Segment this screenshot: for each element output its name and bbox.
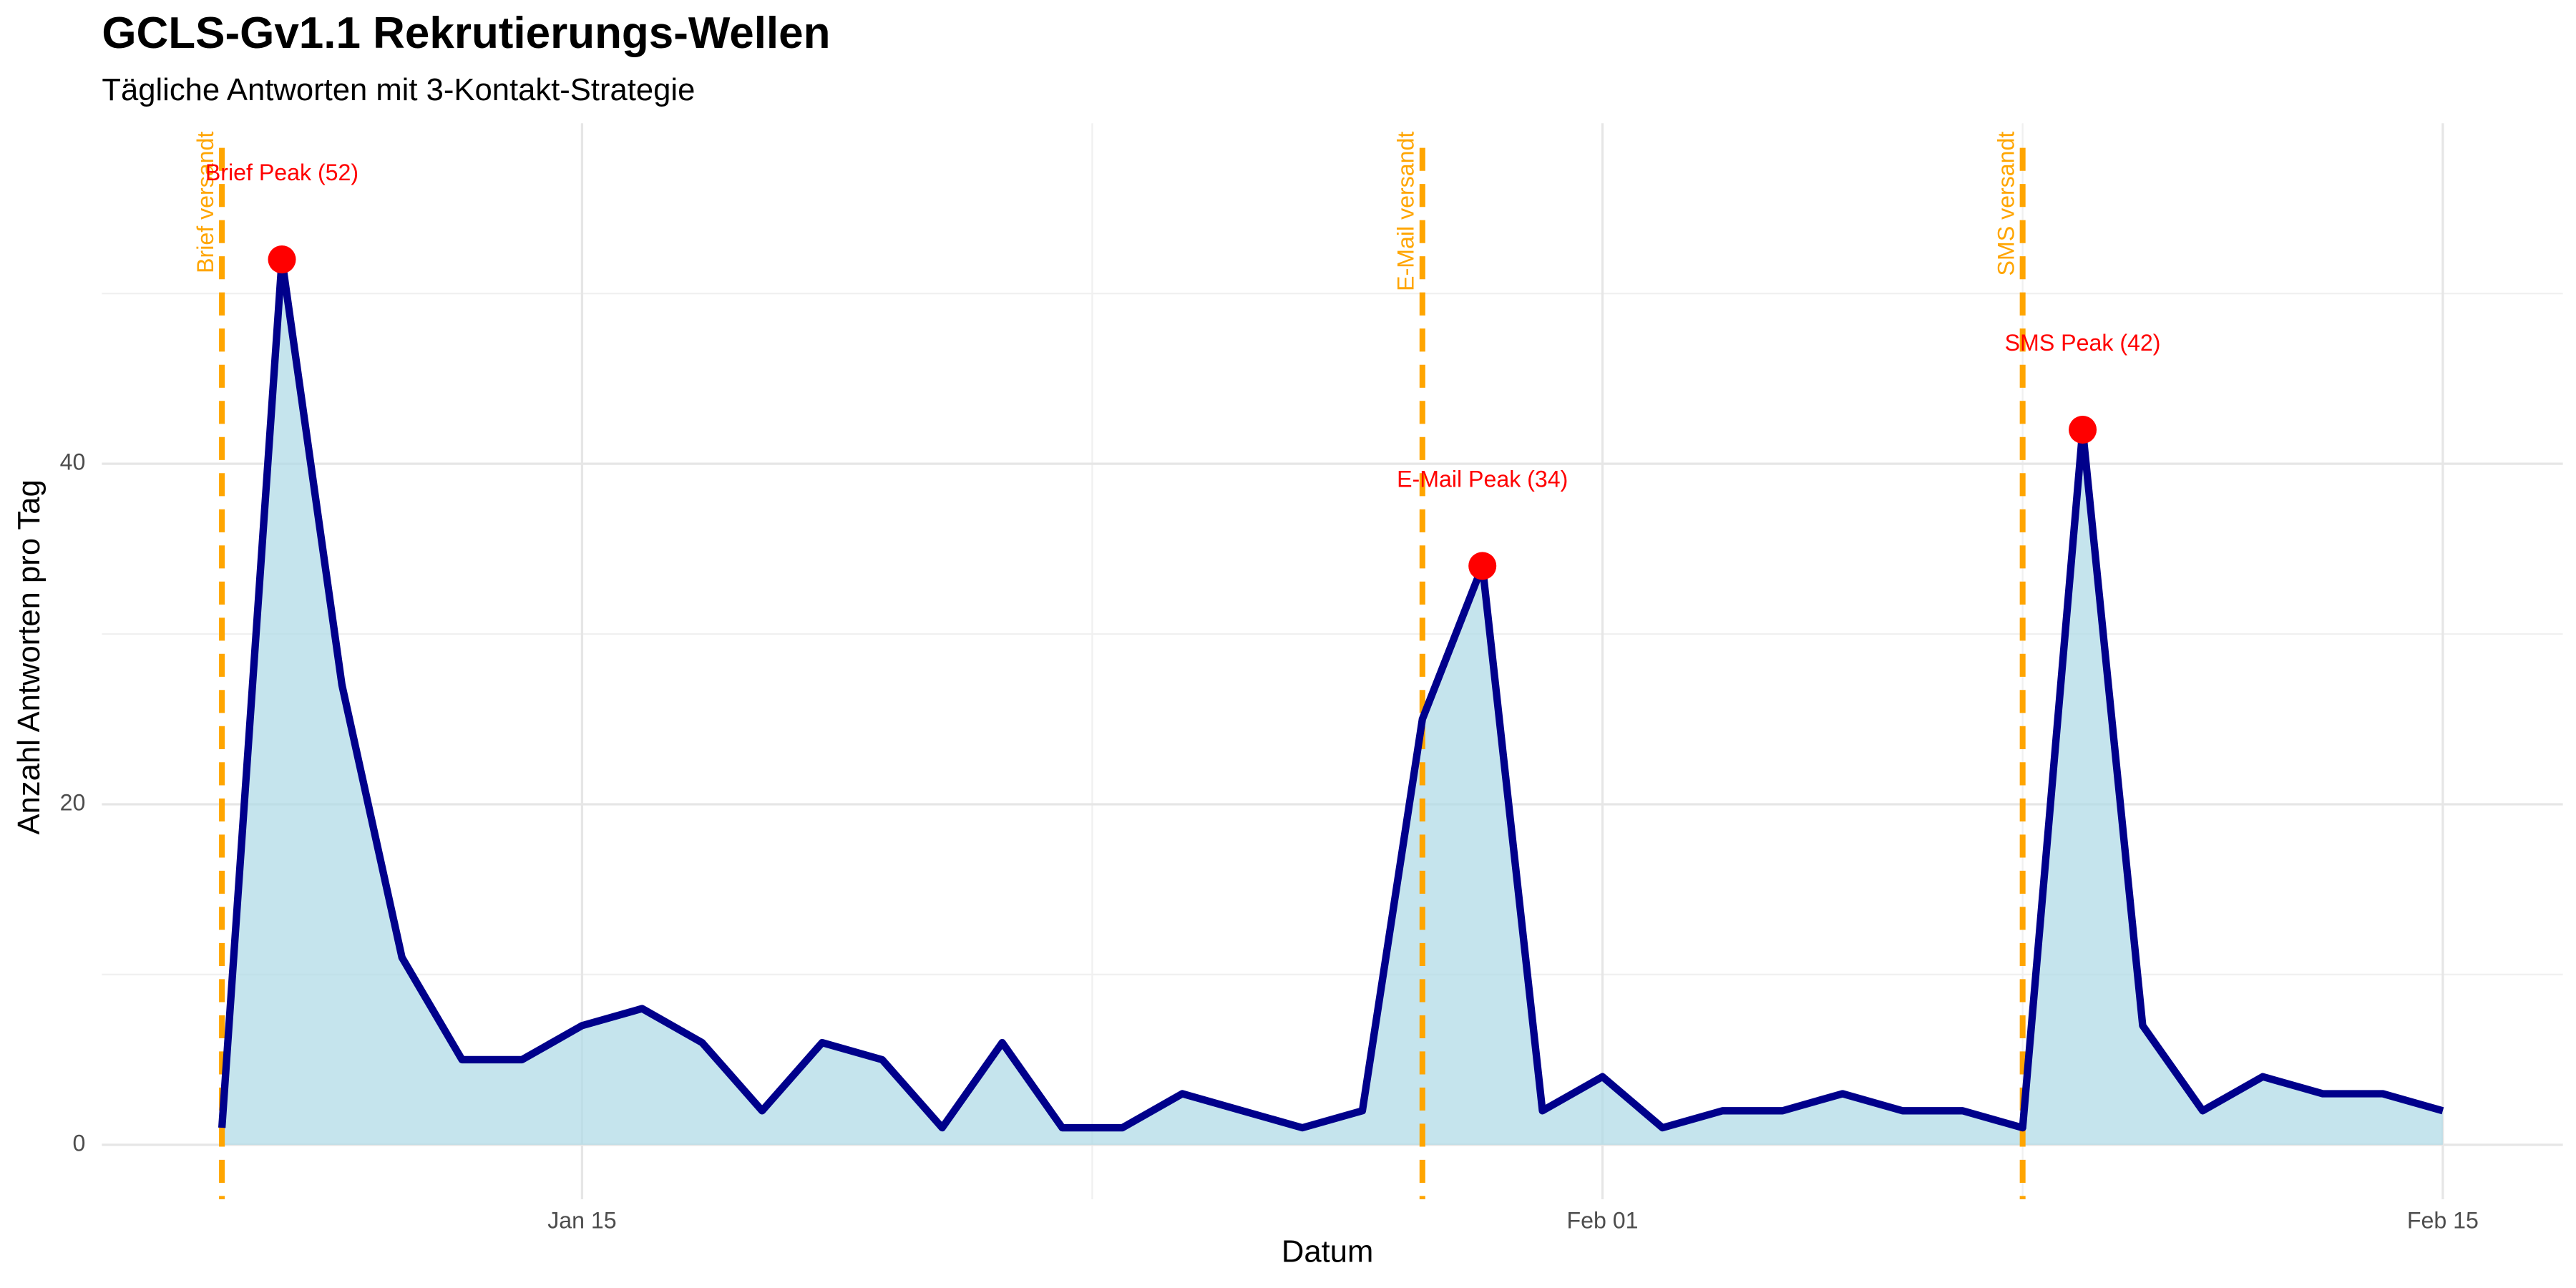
peak-label: SMS Peak (42) [2005, 330, 2161, 356]
peak-label: Brief Peak (52) [205, 160, 358, 185]
x-axis-title: Datum [1282, 1234, 1373, 1269]
x-tick-label: Jan 15 [547, 1208, 616, 1234]
event-label: SMS versandt [1993, 132, 2019, 276]
chart-title: GCLS-Gv1.1 Rekrutierungs-Wellen [102, 9, 830, 58]
y-tick-label: 20 [60, 789, 86, 815]
y-axis-title: Anzahl Antworten pro Tag [12, 479, 47, 834]
event-label: Brief versandt [192, 132, 218, 273]
peak-label: E-Mail Peak (34) [1397, 466, 1568, 492]
y-tick-label: 0 [73, 1130, 86, 1156]
chart-subtitle: Tägliche Antworten mit 3-Kontakt-Strateg… [102, 73, 695, 107]
marks: Brief versandt E-Mail versandt SMS versand… [192, 132, 2444, 1200]
event-label: E-Mail versandt [1393, 132, 1419, 291]
x-tick-label: Feb 01 [1566, 1208, 1638, 1234]
x-tick-label: Feb 15 [2407, 1208, 2479, 1234]
grid [102, 123, 2563, 1200]
y-tick-label: 40 [60, 449, 86, 475]
peak-point [1468, 552, 1497, 580]
line [218, 255, 2444, 1132]
peak-point [268, 245, 296, 274]
area [222, 259, 2443, 1145]
peak-point [2069, 415, 2097, 444]
